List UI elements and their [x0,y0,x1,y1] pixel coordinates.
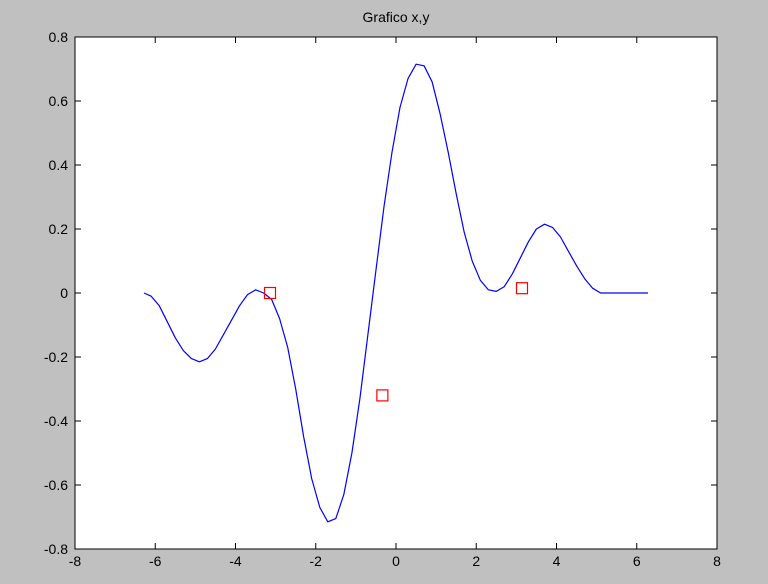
plot-area [143,63,648,523]
y-tick-label: 0.4 [49,157,69,173]
y-tick-label: 0.2 [49,221,69,237]
y-axis: -0.8 -0.6 -0.4 -0.2 0 0.2 0.4 0.6 0.8 [44,29,717,557]
data-point-marker [263,286,277,300]
y-tick-label: -0.2 [44,349,68,365]
x-tick-label: 4 [553,553,561,569]
series-line [143,63,648,523]
x-tick-label: 2 [472,553,480,569]
y-tick-label: 0.8 [49,29,69,45]
x-tick-label: -8 [69,553,82,569]
data-point-marker [376,389,389,402]
x-tick-label: -4 [229,553,242,569]
y-tick-label: -0.4 [44,413,68,429]
y-tick-label: -0.8 [44,541,68,557]
x-tick-label: 8 [713,553,721,569]
y-tick-label: -0.6 [44,477,68,493]
y-tick-label: 0 [60,285,68,301]
x-tick-label: -2 [310,553,323,569]
x-tick-label: 6 [633,553,641,569]
x-tick-label: 0 [392,553,400,569]
y-tick-label: 0.6 [49,93,69,109]
chart-title: Grafico x,y [363,9,430,25]
data-point-marker [515,282,529,295]
x-axis: -8 -6 -4 -2 0 2 4 6 8 [69,37,721,569]
x-tick-label: -6 [149,553,162,569]
